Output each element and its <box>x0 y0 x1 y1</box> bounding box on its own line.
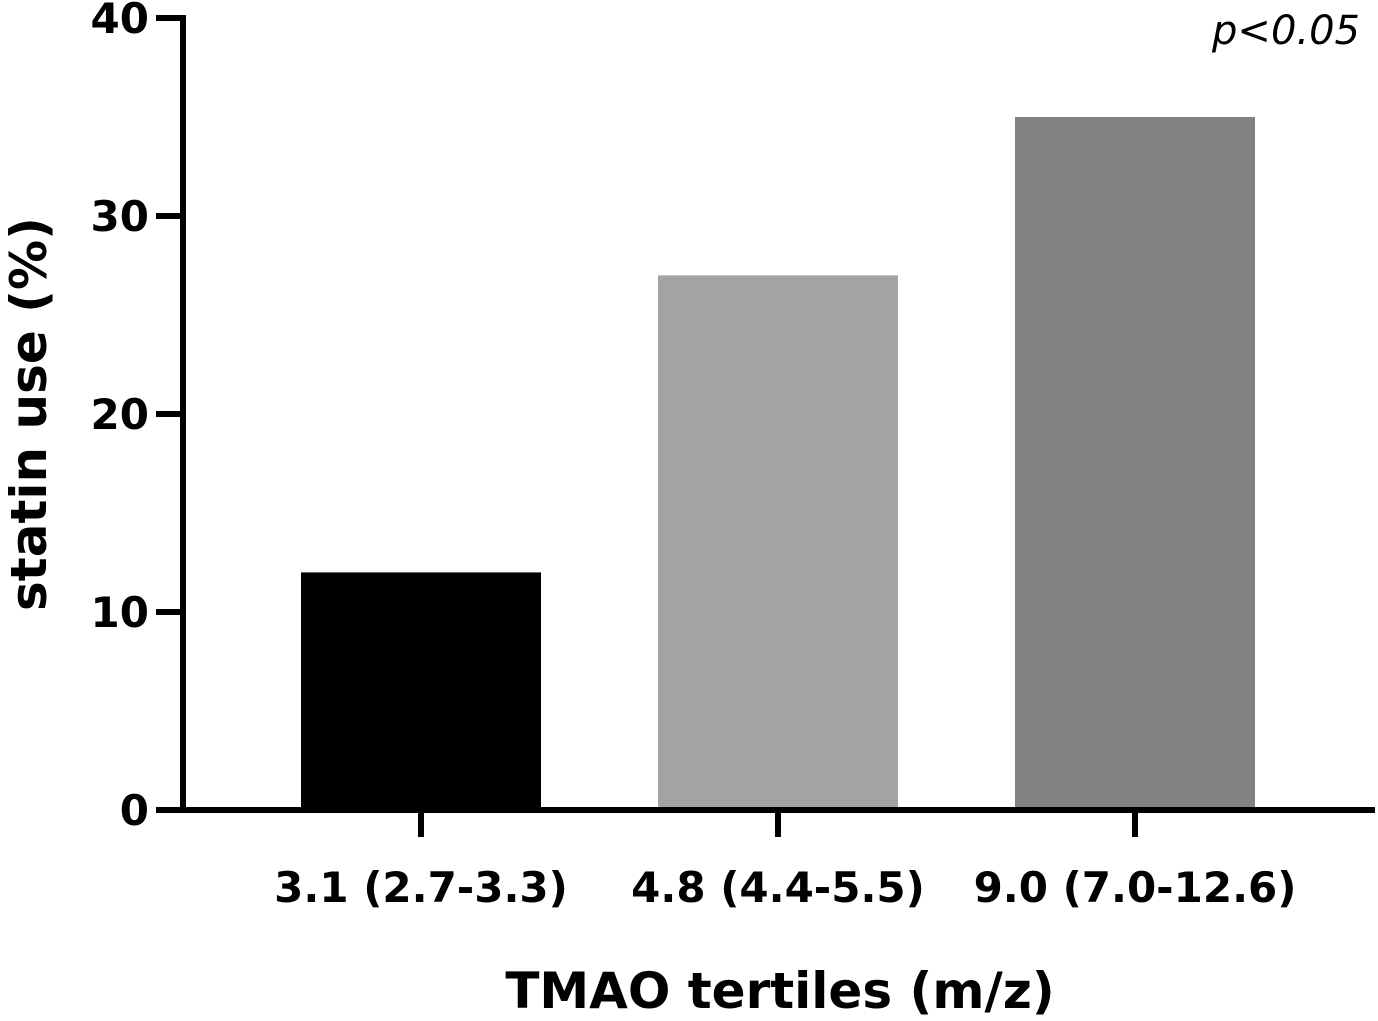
y-tick-label: 0 <box>120 786 149 835</box>
y-tick-label: 20 <box>91 390 149 439</box>
bar <box>1015 117 1255 810</box>
bar <box>658 275 898 810</box>
y-tick-label: 30 <box>91 192 149 241</box>
significance-annotation: p<0.05 <box>1211 8 1360 54</box>
x-ticks-group: 3.1 (2.7-3.3) 4.8 (4.4-5.5) 9.0 (7.0-12.6) <box>274 810 1296 912</box>
y-ticks-group: 0 10 20 30 40 <box>91 0 183 835</box>
x-tick-label: 4.8 (4.4-5.5) <box>631 863 925 912</box>
x-tick-label: 3.1 (2.7-3.3) <box>274 863 568 912</box>
y-axis-title: statin use (%) <box>0 217 58 611</box>
x-tick-label: 9.0 (7.0-12.6) <box>974 863 1297 912</box>
x-axis-title: TMAO tertiles (m/z) <box>505 962 1054 1020</box>
bars-group <box>301 117 1255 810</box>
bar <box>301 572 541 810</box>
y-tick-label: 10 <box>91 588 149 637</box>
y-tick-label: 40 <box>91 0 149 43</box>
